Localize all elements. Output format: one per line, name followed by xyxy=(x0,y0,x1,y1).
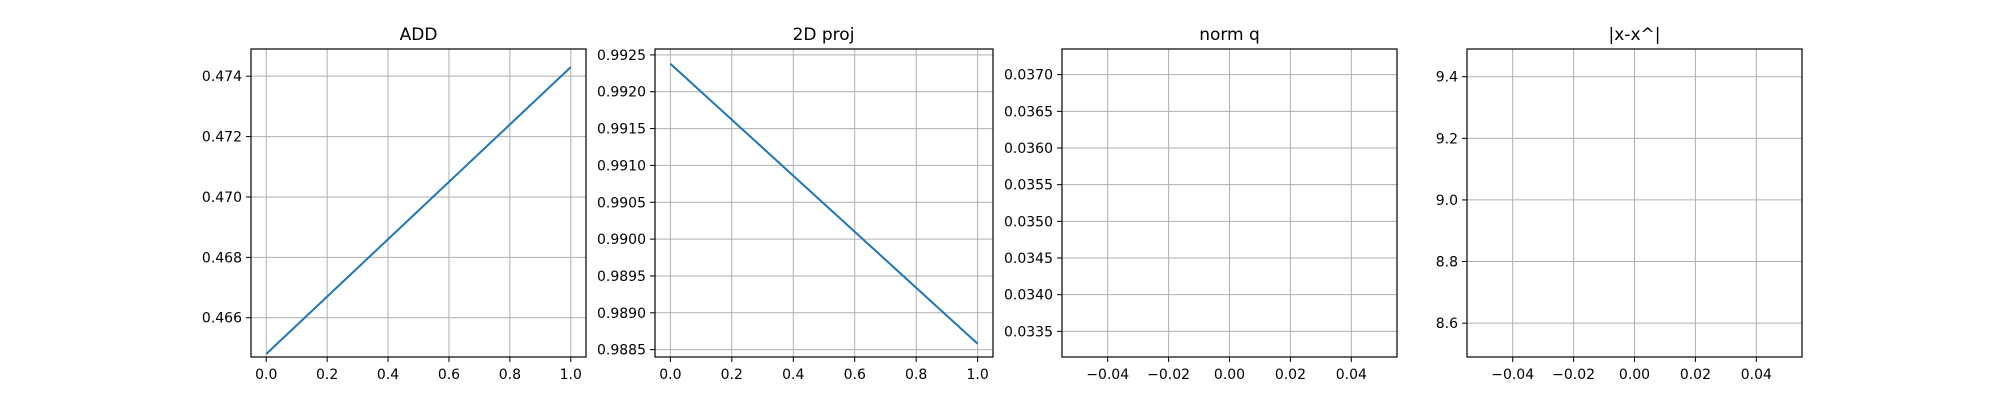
x-tick-label: 0.8 xyxy=(499,367,521,383)
y-tick-label: 8.8 xyxy=(1436,255,1458,271)
y-tick-label: 0.9900 xyxy=(597,232,646,248)
y-tick-label: 0.9905 xyxy=(597,195,646,211)
x-tick-label: 0.02 xyxy=(1275,367,1306,383)
subplot-add: ADD 0.0 0.2 0.4 0.6 0.8 1.0 0.466 0.468 0.470 0.4… xyxy=(202,25,587,383)
y-tick-label: 0.9910 xyxy=(597,158,646,174)
x-tick-label: −0.04 xyxy=(1491,367,1534,383)
y-tick-label: 0.0355 xyxy=(1004,178,1053,194)
series-line xyxy=(265,66,572,355)
x-tick-label: 0.8 xyxy=(905,367,927,383)
subplot-title: ADD xyxy=(400,25,438,45)
y-tick-label: 0.468 xyxy=(202,250,242,266)
x-tick-label: 0.4 xyxy=(377,367,399,383)
y-tick-label: 0.0335 xyxy=(1004,324,1053,340)
y-tick-label: 0.0345 xyxy=(1004,251,1053,267)
y-tick-label: 0.9925 xyxy=(597,48,646,64)
x-tick-label: 0.0 xyxy=(659,367,681,383)
x-tick-label: 0.00 xyxy=(1619,367,1650,383)
x-tick-label: 1.0 xyxy=(560,367,582,383)
subplot-2d-proj: 2D proj 0.0 0.2 0.4 0.6 0.8 1.0 0.9885 0.9890 0.… xyxy=(597,25,994,383)
x-tick-label: 0.04 xyxy=(1741,367,1772,383)
subplot-title: norm q xyxy=(1199,25,1260,45)
y-tick-label: 0.470 xyxy=(202,190,242,206)
x-tick-label: 0.00 xyxy=(1214,367,1245,383)
x-tick-label: −0.04 xyxy=(1086,367,1129,383)
x-tick-label: 1.0 xyxy=(967,367,989,383)
x-tick-label: 0.2 xyxy=(316,367,338,383)
y-tick-label: 8.6 xyxy=(1436,316,1458,332)
y-tick-label: 0.9895 xyxy=(597,269,646,285)
x-tick-label: −0.02 xyxy=(1147,367,1190,383)
x-tick-label: 0.6 xyxy=(438,367,460,383)
y-tick-label: 9.2 xyxy=(1436,131,1458,147)
y-tick-label: 0.472 xyxy=(202,130,242,146)
x-tick-label: 0.02 xyxy=(1680,367,1711,383)
y-tick-label: 9.0 xyxy=(1436,193,1458,209)
y-tick-label: 0.0360 xyxy=(1004,141,1053,157)
axes-frame xyxy=(654,48,994,358)
y-tick-label: 0.9920 xyxy=(597,85,646,101)
y-tick-label: 0.474 xyxy=(202,69,242,85)
y-tick-label: 0.9890 xyxy=(597,306,646,322)
y-tick-label: 0.9915 xyxy=(597,122,646,138)
x-tick-label: −0.02 xyxy=(1552,367,1595,383)
y-tick-label: 0.9885 xyxy=(597,343,646,359)
subplot-norm-q: norm q −0.04 −0.02 0.00 0.02 0.04 0.0335 0.034… xyxy=(1004,25,1398,383)
x-tick-label: 0.2 xyxy=(721,367,743,383)
y-tick-label: 0.0340 xyxy=(1004,288,1053,304)
x-tick-label: 0.6 xyxy=(844,367,866,383)
x-tick-label: 0.04 xyxy=(1336,367,1367,383)
x-tick-label: 0.4 xyxy=(782,367,804,383)
y-tick-label: 9.4 xyxy=(1436,70,1458,86)
subplot-title: |x-x^| xyxy=(1609,25,1661,45)
y-tick-label: 0.0350 xyxy=(1004,214,1053,230)
subplot-title: 2D proj xyxy=(793,25,855,45)
subplot-abs-error: |x-x^| −0.04 −0.02 0.00 0.02 0.04 8.6 8.8 9.0 9.… xyxy=(1436,25,1803,383)
axes-frame xyxy=(250,48,587,358)
y-tick-label: 0.466 xyxy=(202,311,242,327)
y-tick-label: 0.0365 xyxy=(1004,104,1053,120)
y-tick-label: 0.0370 xyxy=(1004,68,1053,84)
series-line xyxy=(669,63,979,345)
x-tick-label: 0.0 xyxy=(255,367,277,383)
